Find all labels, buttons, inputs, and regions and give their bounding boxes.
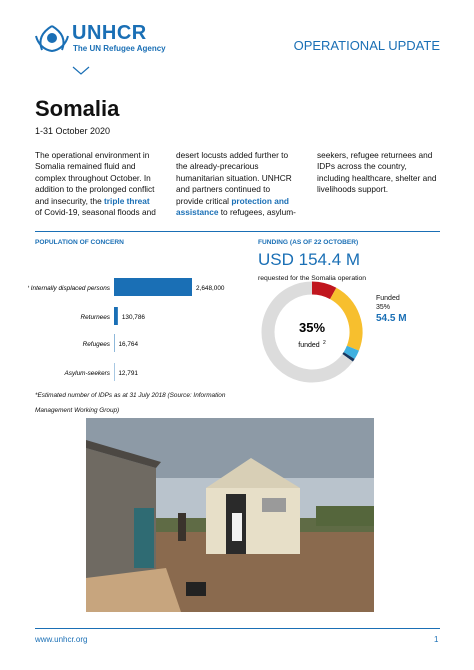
value-label: 16,764 [118, 341, 138, 348]
category-label: Returnees [81, 314, 111, 321]
text-run: The operational environment in Somalia r… [35, 150, 155, 206]
photo [86, 418, 374, 612]
note: *Estimated number of IDPs as at 31 July … [35, 392, 226, 414]
center-text: funded [298, 342, 320, 349]
funded-annotation: Funded 35% 54.5 M [376, 294, 407, 325]
text-run: of Covid-19, seasonal floods and desert … [35, 150, 292, 218]
logo-tagline: The UN Refugee Agency [73, 44, 166, 53]
funding-total: USD 154.4 M [258, 250, 361, 269]
header-label: OPERATIONAL UPDATE [293, 38, 440, 53]
donut-segment [343, 345, 359, 360]
donut-segment [311, 281, 337, 300]
category-label: * Internally displaced persons [28, 285, 111, 292]
donut-segment [329, 287, 363, 351]
bar-chart: * Internally displaced persons 2,648,000 R… [28, 278, 225, 381]
date: 1-31 October 2020 [35, 126, 111, 136]
highlight-text: triple threat [104, 195, 150, 206]
value-label: 12,791 [118, 370, 138, 377]
body-text: The operational environment in Somalia r… [35, 150, 440, 218]
title: Somalia [35, 96, 120, 121]
page-number: 1 [434, 635, 439, 644]
footnote-mark: 2 [323, 340, 326, 346]
logo-icon [35, 25, 69, 53]
donut-segment [342, 352, 355, 362]
donut-chart: 35% funded 2 [261, 281, 363, 383]
value-label: 130,786 [122, 314, 146, 321]
category-label: Refugees [83, 341, 111, 348]
footer-url[interactable]: www.unhcr.org [35, 635, 88, 644]
footer-rule [35, 628, 440, 629]
donut-segment [261, 281, 353, 383]
annotation-percent: 35% [376, 304, 391, 311]
highlight-text: protection and assistance [176, 195, 289, 218]
annotation-amount: 54.5 M [376, 313, 407, 324]
value-label: 2,648,000 [196, 285, 225, 292]
bar [114, 307, 118, 325]
funding-subtitle: requested for the Somalia operation [258, 275, 367, 282]
divider [35, 231, 440, 232]
chevron [72, 66, 90, 75]
annotation-label: Funded [376, 295, 400, 302]
section-heading: FUNDING (AS OF 22 OCTOBER) [258, 239, 359, 246]
text-run: to refugees, asylum-seekers, refugee ret… [218, 150, 437, 218]
section-heading: POPULATION OF CONCERN [35, 239, 124, 246]
center-label: 35% [299, 320, 325, 335]
bar [114, 278, 192, 296]
category-label: Asylum-seekers [64, 370, 111, 377]
logo-text: UNHCR [72, 22, 147, 44]
